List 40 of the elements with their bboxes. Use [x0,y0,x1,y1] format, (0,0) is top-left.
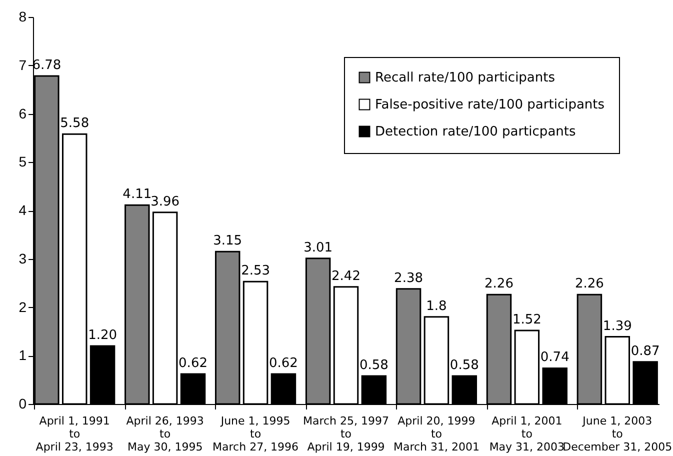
data-label: 3.01 [304,240,333,256]
data-label: 6.78 [32,58,62,74]
y-tick-label: 3 [18,250,27,266]
data-label: 2.26 [574,276,604,292]
data-label: 1.8 [426,298,447,314]
data-label: 3.96 [150,194,180,210]
legend-label: False-positive rate/100 participants [375,98,605,112]
y-tick-label: 1 [18,347,27,364]
data-label: 4.11 [122,187,152,202]
y-tick-label: 5 [18,154,27,170]
data-label: 0.87 [630,344,660,359]
x-tick-label: March 25, 1997 to April 19, 1999 [302,414,390,454]
x-tick-label: June 1, 2003 to December 31, 2005 [562,414,672,454]
data-label: 0.62 [178,356,208,372]
y-tick-label: 4 [18,202,27,218]
y-tick-label: 7 [18,56,27,73]
y-tick-label: 2 [18,298,27,315]
y-tick-label: 6 [18,105,27,122]
data-label: 5.58 [60,116,90,132]
data-label: 2.26 [484,276,514,292]
data-label: 1.39 [602,318,632,334]
x-tick-label: April 1, 1991 to April 23, 1993 [36,414,114,454]
data-label: 0.58 [450,358,479,373]
x-tick-label: April 20, 1999 to March 31, 2001 [393,414,480,454]
data-label: 2.42 [332,268,360,284]
data-label: 1.52 [512,312,542,328]
x-tick-label: June 1, 1995 to March 27, 1996 [212,414,299,454]
data-label: 0.74 [540,350,570,366]
data-label: 2.38 [394,270,424,286]
data-label: 0.62 [268,356,298,372]
x-tick-label: April 1, 2001 to May 31, 2003 [489,414,565,454]
x-tick-label: April 26, 1993 to May 30, 1995 [126,414,204,454]
data-label: 3.15 [213,234,242,249]
y-tick-label: 0 [18,396,27,412]
legend-label: Recall rate/100 participants [375,70,556,86]
y-tick-label: 8 [18,8,27,24]
data-label: 1.20 [88,328,118,343]
data-label: 0.58 [359,358,388,373]
data-label: 2.53 [241,264,270,279]
legend-label: Detection rate/100 particpants [375,124,576,140]
